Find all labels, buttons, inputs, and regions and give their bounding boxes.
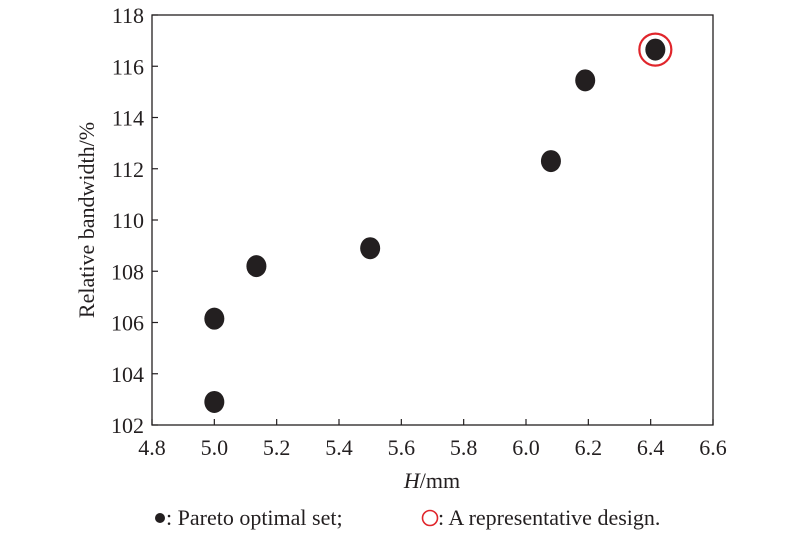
x-axis-label-symbol: H <box>403 468 421 493</box>
x-tick-label: 6.6 <box>699 435 727 460</box>
legend-pareto-marker <box>155 513 165 523</box>
pareto-point <box>540 150 561 173</box>
pareto-point <box>204 307 225 330</box>
x-tick-label: 6.0 <box>512 435 540 460</box>
legend-pareto-label: : Pareto optimal set; <box>166 505 343 530</box>
y-axis-label: Relative bandwidth/% <box>74 122 99 318</box>
pareto-point <box>204 390 225 413</box>
x-tick-label: 4.8 <box>138 435 166 460</box>
y-tick-label: 112 <box>112 157 144 182</box>
x-tick-label: 5.8 <box>450 435 478 460</box>
y-tick-label: 114 <box>112 106 144 131</box>
y-tick-label: 110 <box>112 208 144 233</box>
y-tick-label: 118 <box>112 3 144 28</box>
y-tick-label: 106 <box>111 311 144 336</box>
legend-representative-marker <box>421 509 439 527</box>
x-tick-label: 6.4 <box>637 435 665 460</box>
pareto-point <box>645 38 666 61</box>
y-tick-label: 116 <box>112 54 144 79</box>
x-tick-label: 5.2 <box>263 435 291 460</box>
pareto-point <box>575 69 596 92</box>
legend-representative-label: : A representative design. <box>438 505 660 530</box>
x-tick-label: 6.2 <box>575 435 603 460</box>
representative-design-marker <box>638 32 673 67</box>
y-tick-label: 102 <box>111 413 144 438</box>
x-tick-label: 5.6 <box>388 435 416 460</box>
y-tick-label: 104 <box>111 362 144 387</box>
x-tick-label: 5.0 <box>201 435 229 460</box>
data-points <box>204 32 673 413</box>
plot-frame <box>151 14 714 426</box>
pareto-point <box>360 237 381 260</box>
x-tick-label: 5.4 <box>325 435 353 460</box>
x-axis-label-unit: /mm <box>420 468 460 493</box>
x-axis: 4.8 5.0 5.2 5.4 5.6 5.8 6.0 6.2 6.4 6.6 <box>138 419 727 460</box>
x-axis-label: H/mm <box>403 468 460 493</box>
pareto-point <box>246 255 267 278</box>
y-tick-label: 108 <box>111 259 144 284</box>
y-axis: 102 104 106 108 110 112 114 116 118 <box>111 3 158 438</box>
legend: : Pareto optimal set; : A representative… <box>155 505 660 530</box>
